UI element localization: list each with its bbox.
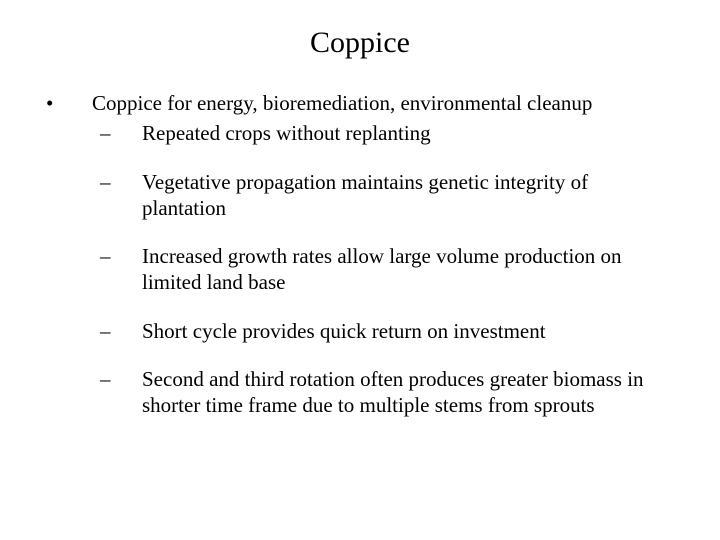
bullet-level2: – Short cycle provides quick return on i… <box>40 318 680 344</box>
bullet-level2: – Vegetative propagation maintains genet… <box>40 169 680 222</box>
dash-icon: – <box>100 169 142 222</box>
slide-body: • Coppice for energy, bioremediation, en… <box>0 60 720 418</box>
bullet-level2-text: Repeated crops without replanting <box>142 120 680 146</box>
dash-icon: – <box>100 120 142 146</box>
slide-title: Coppice <box>0 0 720 60</box>
bullet-level2: – Increased growth rates allow large vol… <box>40 243 680 296</box>
dash-icon: – <box>100 366 142 419</box>
bullet-dot-icon: • <box>40 90 92 116</box>
dash-icon: – <box>100 318 142 344</box>
bullet-level2: – Repeated crops without replanting <box>40 120 680 146</box>
bullet-level1: • Coppice for energy, bioremediation, en… <box>40 90 680 116</box>
bullet-level2-text: Second and third rotation often produces… <box>142 366 680 419</box>
bullet-level2: – Second and third rotation often produc… <box>40 366 680 419</box>
bullet-level1-text: Coppice for energy, bioremediation, envi… <box>92 90 680 116</box>
bullet-level2-text: Vegetative propagation maintains genetic… <box>142 169 680 222</box>
slide: Coppice • Coppice for energy, bioremedia… <box>0 0 720 540</box>
dash-icon: – <box>100 243 142 296</box>
bullet-level2-text: Increased growth rates allow large volum… <box>142 243 680 296</box>
bullet-level2-text: Short cycle provides quick return on inv… <box>142 318 680 344</box>
